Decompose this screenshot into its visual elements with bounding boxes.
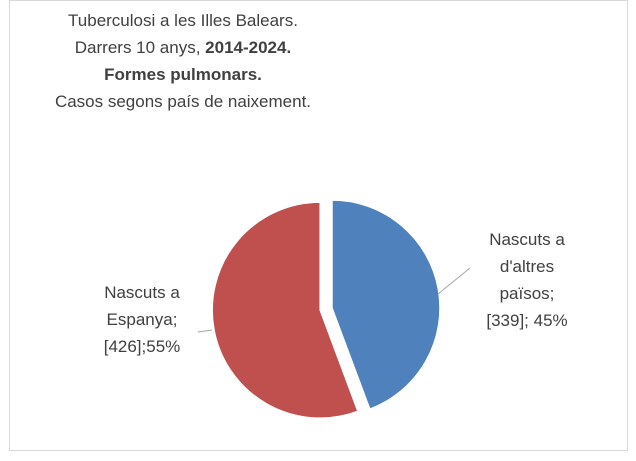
data-label: països;: [500, 284, 555, 303]
data-label: Nascuts a: [104, 283, 180, 302]
chart-title: 2014-2024.: [205, 38, 291, 57]
chart-title: Formes pulmonars.: [104, 65, 262, 84]
data-label: Espanya;: [107, 310, 178, 329]
data-label: [426];55%: [104, 337, 181, 356]
chart-title: Darrers 10 anys, 2014-2024.: [75, 38, 291, 57]
data-label: d'altres: [500, 257, 554, 276]
leader-line: [197, 329, 213, 333]
chart-title: Darrers 10 anys,: [75, 38, 205, 57]
data-label: [339]; 45%: [486, 311, 567, 330]
data-label: Nascuts a: [489, 230, 565, 249]
pie-slice: [211, 201, 359, 419]
leader-line: [437, 267, 471, 295]
chart-title: Casos segons país de naixement.: [55, 92, 311, 111]
chart-title: Tuberculosi a les Illes Balears.: [68, 11, 298, 30]
pie-slice: [331, 199, 441, 411]
